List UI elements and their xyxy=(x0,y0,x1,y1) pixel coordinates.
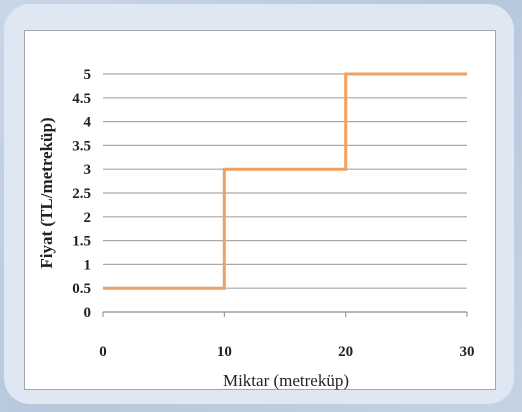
y-tick-label: 0.5 xyxy=(72,281,91,297)
y-tick-labels: 0 0.5 1 1.5 2 2.5 3 3.5 4 4.5 5 xyxy=(72,67,91,321)
y-tick-label: 2.5 xyxy=(72,186,91,202)
y-tick-label: 0 xyxy=(84,305,92,321)
x-axis-label: Miktar (metreküp) xyxy=(223,371,349,390)
gridlines xyxy=(102,73,468,317)
y-tick-label: 3.5 xyxy=(72,138,91,154)
x-tick-labels: 0 10 20 30 xyxy=(99,344,474,360)
x-tick-label: 30 xyxy=(460,344,475,360)
series-layer xyxy=(103,72,467,290)
y-tick-label: 5 xyxy=(84,67,92,83)
x-tick-label: 10 xyxy=(217,344,232,360)
y-tick-label: 4.5 xyxy=(72,91,91,107)
x-tick-label: 20 xyxy=(338,344,353,360)
x-tick-label: 0 xyxy=(99,344,107,360)
chart-panel xyxy=(24,30,496,390)
y-axis-label: Fiyat (TL/metreküp) xyxy=(37,117,56,268)
y-tick-label: 4 xyxy=(84,115,92,131)
y-tick-label: 1.5 xyxy=(72,234,91,250)
y-tick-label: 1 xyxy=(84,257,92,273)
y-tick-label: 3 xyxy=(84,162,92,178)
y-tick-label: 2 xyxy=(84,210,92,226)
series-line xyxy=(103,72,467,290)
